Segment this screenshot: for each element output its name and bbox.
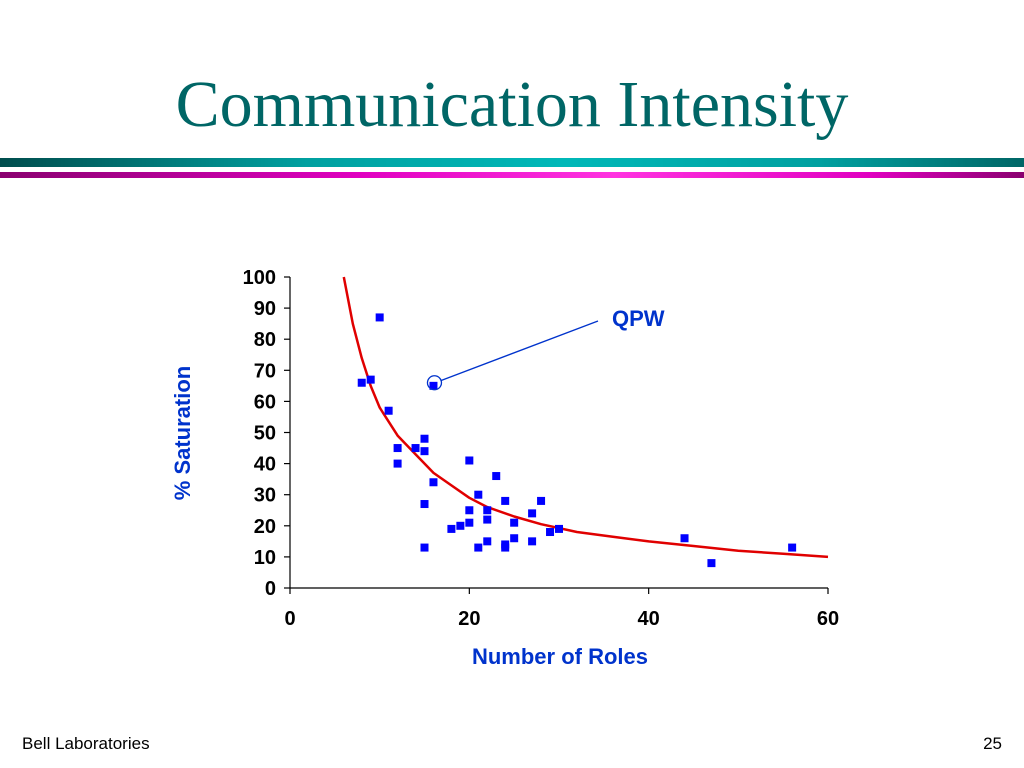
data-point	[680, 534, 689, 543]
data-point	[528, 509, 537, 518]
data-point	[465, 518, 474, 527]
fit-curve	[342, 276, 829, 559]
x-tick-label: 40	[638, 608, 660, 630]
data-point	[393, 444, 402, 453]
data-point	[375, 313, 384, 322]
data-point	[420, 434, 429, 443]
data-point	[420, 543, 429, 552]
x-tick-label: 0	[284, 608, 295, 630]
teal-divider	[0, 158, 1024, 167]
y-tick-label: 70	[254, 360, 276, 382]
data-point	[555, 524, 563, 533]
data-point	[429, 478, 438, 487]
data-point	[357, 378, 366, 387]
data-point	[788, 543, 797, 552]
data-point	[465, 456, 474, 465]
data-point	[707, 559, 716, 568]
data-point	[429, 381, 438, 390]
y-tick-label: 100	[243, 267, 276, 289]
data-point	[420, 500, 429, 509]
x-tick-label: 60	[817, 608, 839, 630]
data-point	[501, 543, 510, 552]
data-point	[393, 459, 402, 468]
slide-title: Communication Intensity	[175, 68, 849, 141]
annotation-leader	[440, 320, 599, 382]
y-tick-label: 50	[254, 423, 276, 445]
x-tick-label: 20	[458, 608, 480, 630]
data-point	[501, 496, 510, 505]
y-tick-label: 40	[254, 454, 276, 476]
data-point	[510, 534, 519, 543]
data-point	[474, 490, 483, 499]
y-tick-label: 30	[254, 485, 276, 507]
points-layer	[357, 313, 797, 568]
annotation-circle	[426, 375, 443, 391]
data-point	[456, 521, 465, 530]
data-point	[483, 515, 492, 524]
footer-organization: Bell Laboratories	[22, 734, 150, 753]
y-axis-title: % Saturation	[170, 366, 195, 500]
y-tick-label: 20	[254, 516, 276, 538]
y-tick-label: 10	[254, 547, 276, 569]
y-tick-label: 90	[254, 298, 276, 320]
annotation-layer: QPW	[426, 306, 665, 391]
y-tick-label: 60	[254, 391, 276, 413]
annotation-label: QPW	[612, 306, 665, 331]
data-point	[420, 447, 429, 456]
data-point	[510, 518, 519, 527]
data-point	[546, 528, 555, 537]
data-point	[366, 375, 375, 384]
y-tick-label: 0	[265, 578, 276, 600]
x-axis-title: Number of Roles	[472, 644, 648, 669]
fit-curve-layer	[342, 276, 829, 559]
chart-axes: 0 10 20 30 40 50 60 70 80 90 100 0 20 40 60	[243, 267, 840, 630]
data-point	[411, 444, 420, 453]
magenta-divider	[0, 172, 1024, 178]
data-point	[474, 543, 483, 552]
data-point	[483, 506, 492, 515]
data-point	[483, 537, 492, 546]
data-point	[447, 524, 456, 533]
data-point	[528, 537, 537, 546]
data-point	[492, 472, 501, 481]
y-tick-label: 80	[254, 329, 276, 351]
data-point	[537, 496, 546, 505]
data-point	[384, 406, 393, 415]
data-point	[465, 506, 474, 515]
page-number: 25	[983, 734, 1002, 753]
